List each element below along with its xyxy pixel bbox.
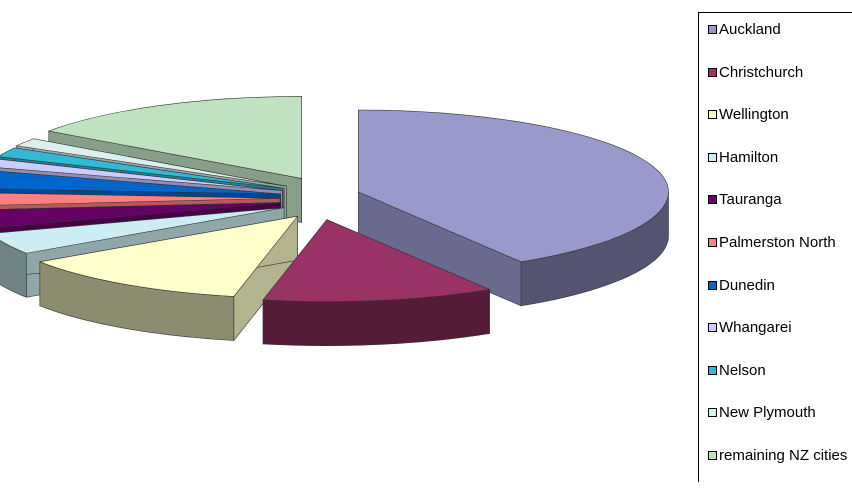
legend-label: Dunedin — [719, 276, 775, 294]
legend-item: Wellington — [708, 106, 852, 149]
pie-slice — [358, 109, 669, 307]
pie-slice-top — [15, 138, 287, 187]
legend-swatch — [708, 323, 717, 333]
legend-swatch — [708, 280, 717, 290]
legend-label: Palmerston North — [719, 233, 836, 251]
pie-slice-top — [0, 207, 285, 254]
legend-label: Tauranga — [719, 191, 782, 209]
legend-swatch — [708, 110, 717, 120]
legend-label: Christchurch — [719, 63, 804, 81]
pie-slice-top — [262, 219, 491, 302]
legend-label: Nelson — [719, 361, 766, 379]
legend-item: Auckland — [708, 21, 852, 64]
legend-swatch — [708, 237, 717, 247]
chart-legend: Auckland Christchurch Wellington Hamilton Ta… — [698, 12, 852, 482]
legend-label: Hamilton — [719, 148, 779, 166]
pie-slice-top — [47, 96, 302, 179]
pie-slice-top — [0, 192, 281, 206]
legend-item: Nelson — [708, 362, 852, 405]
pie-slice-top — [0, 147, 285, 189]
legend-swatch — [708, 67, 717, 77]
legend-item: Whangarei — [708, 319, 852, 362]
legend-swatch — [708, 450, 717, 460]
legend-label: Wellington — [719, 106, 789, 124]
legend-item: Hamilton — [708, 149, 852, 192]
legend-swatch — [708, 195, 717, 205]
legend-item: remaining NZ cities — [708, 447, 852, 490]
legend-label: New Plymouth — [719, 404, 816, 422]
pie-slice-top — [38, 215, 299, 297]
legend-item: Christchurch — [708, 64, 852, 107]
pie-slice-top — [358, 109, 669, 263]
legend-label: Whangarei — [719, 319, 792, 337]
legend-item: New Plymouth — [708, 404, 852, 447]
legend-item: Tauranga — [708, 191, 852, 234]
pie-slice-top — [0, 171, 281, 195]
legend-item: Palmerston North — [708, 234, 852, 277]
legend-label: Auckland — [719, 21, 781, 38]
pie-slice-top — [0, 202, 281, 228]
legend-item: Dunedin — [708, 277, 852, 320]
legend-label: remaining NZ cities — [719, 446, 848, 464]
legend-swatch — [708, 365, 717, 375]
pie-slice — [262, 218, 491, 346]
legend-swatch — [708, 25, 717, 34]
pie-chart — [0, 96, 669, 346]
legend-swatch — [708, 408, 717, 418]
legend-swatch — [708, 152, 717, 162]
pie-slice — [38, 215, 299, 342]
